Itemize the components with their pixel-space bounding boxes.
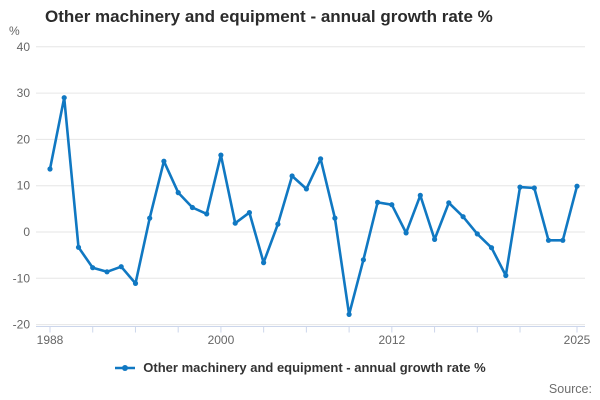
gridlines	[36, 46, 585, 326]
data-point-marker[interactable]	[132, 280, 139, 286]
data-point-marker[interactable]	[417, 192, 423, 198]
legend: Other machinery and equipment - annual g…	[0, 360, 600, 375]
data-point-marker[interactable]	[446, 200, 452, 206]
data-point-marker[interactable]	[104, 269, 110, 275]
x-axis-ticks: 1988 2000 2012 2025	[37, 326, 591, 347]
y-tick-label: 30	[17, 86, 31, 100]
data-point-marker[interactable]	[246, 210, 252, 216]
data-point-marker[interactable]	[460, 214, 466, 220]
x-tick-label: 2000	[208, 333, 235, 347]
data-point-marker[interactable]	[332, 215, 338, 221]
y-tick-label: -10	[13, 271, 31, 285]
y-tick-label: -20	[13, 318, 31, 332]
data-point-marker[interactable]	[375, 199, 381, 205]
y-tick-label: 0	[23, 225, 30, 239]
data-point-marker[interactable]	[118, 264, 124, 270]
data-point-marker[interactable]	[389, 202, 395, 208]
data-point-marker[interactable]	[61, 95, 67, 101]
data-point-marker[interactable]	[346, 311, 352, 317]
y-tick-label: 20	[17, 132, 31, 146]
data-point-marker[interactable]	[503, 272, 509, 279]
series-markers	[47, 95, 580, 317]
x-tick-label: 1988	[37, 333, 64, 347]
data-point-marker[interactable]	[175, 190, 181, 196]
line-chart-plot: 40 30 20 10 0 -10 -20% 1988 2000 2012 2025	[9, 24, 591, 347]
y-tick-label: 40	[17, 40, 31, 54]
data-point-marker[interactable]	[403, 230, 409, 236]
data-point-marker[interactable]	[531, 185, 537, 191]
data-point-marker[interactable]	[360, 257, 366, 263]
legend-item-label[interactable]: Other machinery and equipment - annual g…	[143, 360, 486, 375]
data-point-marker[interactable]	[47, 166, 53, 172]
data-point-marker[interactable]	[318, 156, 324, 162]
data-point-marker[interactable]	[488, 245, 495, 251]
x-tick-label: 2012	[378, 333, 405, 347]
data-point-marker[interactable]	[147, 215, 153, 221]
data-point-marker[interactable]	[189, 204, 195, 211]
x-tick-label: 2025	[564, 333, 591, 347]
data-point-marker[interactable]	[303, 186, 309, 192]
data-point-marker[interactable]	[204, 211, 210, 217]
data-point-marker[interactable]	[574, 183, 580, 189]
data-point-marker[interactable]	[90, 265, 96, 271]
data-point-marker[interactable]	[474, 231, 480, 237]
data-point-marker[interactable]	[261, 260, 267, 266]
y-tick-label: 10	[17, 179, 31, 193]
data-point-marker[interactable]	[432, 236, 438, 242]
data-point-marker[interactable]	[275, 221, 281, 227]
series-line	[48, 96, 579, 316]
source-note: Source:	[548, 382, 592, 396]
y-axis-labels: 40 30 20 10 0 -10 -20	[13, 40, 31, 332]
legend-series-marker-icon	[115, 364, 136, 371]
data-point-marker[interactable]	[218, 152, 224, 158]
data-point-marker[interactable]	[75, 244, 82, 250]
data-point-marker[interactable]	[161, 158, 167, 164]
y-axis-unit-label: %	[9, 24, 20, 38]
data-point-marker[interactable]	[545, 237, 552, 243]
data-point-marker[interactable]	[517, 184, 523, 190]
data-point-marker[interactable]	[560, 237, 566, 243]
data-point-marker[interactable]	[289, 173, 295, 179]
data-point-marker[interactable]	[232, 220, 238, 226]
chart-title: Other machinery and equipment - annual g…	[45, 7, 493, 26]
